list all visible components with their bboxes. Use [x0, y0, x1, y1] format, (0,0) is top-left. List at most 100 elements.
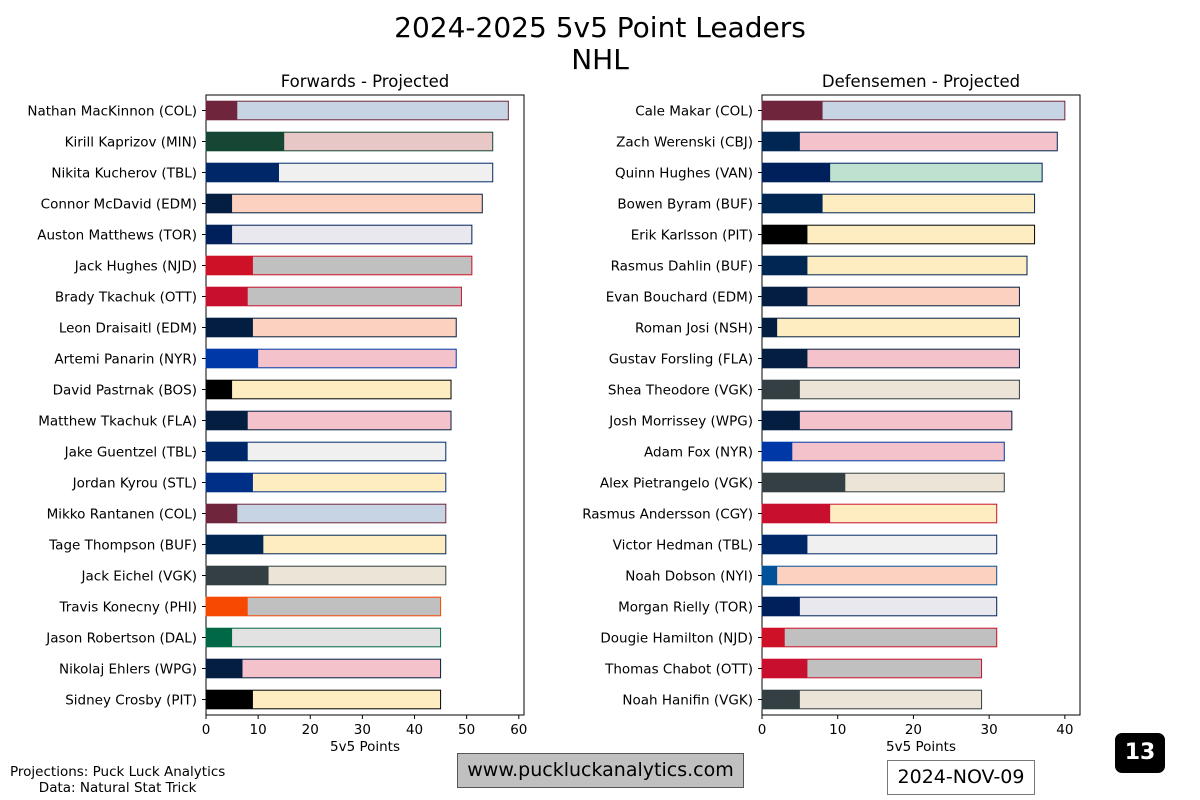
defense-y-tick-label: Quinn Hughes (VAN) [615, 166, 753, 182]
defense-bar-projected [761, 131, 1058, 152]
forwards-y-tick-label: Jason Robertson (DAL) [45, 631, 197, 647]
defense-bar-current [762, 411, 800, 430]
defense-y-tick-label: Victor Hedman (TBL) [613, 538, 753, 554]
defense-bar-current [762, 690, 800, 709]
defense-y-tick-label: Erik Karlsson (PIT) [631, 228, 753, 244]
defense-bar-current [762, 504, 831, 523]
defense-bar-projected [761, 441, 1005, 462]
forwards-bar-current [206, 349, 259, 368]
defense-bar-projected [761, 379, 1020, 400]
defense-x-axis-label: 5v5 Points [886, 739, 956, 755]
forwards-y-tick-label: Jordan Kyrou (STL) [72, 476, 197, 492]
defense-bar-current [762, 318, 778, 337]
forwards-y-tick-label: Jake Guentzel (TBL) [64, 445, 197, 461]
forwards-bar-current [206, 566, 269, 585]
defense-bar-current [762, 163, 831, 182]
defense-y-tick-label: Rasmus Andersson (CGY) [582, 507, 753, 523]
forwards-y-tick-label: Auston Matthews (TOR) [37, 228, 197, 244]
forwards-bar-current [206, 163, 279, 182]
forwards-bar-current [206, 132, 285, 151]
forwards-bar-projected [205, 503, 447, 524]
forwards-y-tick-label: Matthew Tkachuk (FLA) [38, 414, 197, 430]
forwards-bar-projected [205, 100, 509, 121]
forwards-x-tick-label: 30 [354, 722, 371, 738]
defense-y-tick-label: Dougie Hamilton (NJD) [600, 631, 753, 647]
defense-bar-current [762, 225, 808, 244]
forwards-bar-current [206, 225, 233, 244]
defense-y-tick-label: Thomas Chabot (OTT) [604, 662, 753, 678]
defense-chart-title: Defensemen - Projected [822, 72, 1020, 91]
forwards-y-tick-label: Kirill Kaprizov (MIN) [65, 135, 197, 151]
forwards-y-tick-label: David Pastrnak (BOS) [53, 383, 197, 399]
page-number-badge: 13 [1115, 733, 1165, 773]
defense-y-tick-label: Cale Makar (COL) [635, 104, 753, 120]
defense-x-tick-label: 10 [829, 722, 846, 738]
forwards-chart-title: Forwards - Projected [281, 72, 449, 91]
defense-y-tick-label: Josh Morrissey (WPG) [608, 414, 753, 430]
defense-axes-frame [761, 94, 1081, 716]
forwards-bar-current [206, 535, 264, 554]
credits-projections: Projections: Puck Luck Analytics [10, 764, 226, 780]
forwards-bar-current [206, 101, 238, 120]
forwards-y-tick-label: Tage Thompson (BUF) [48, 538, 197, 554]
defense-y-tick-label: Noah Dobson (NYI) [625, 569, 753, 585]
defense-bar-current [762, 442, 793, 461]
forwards-y-tick-label: Travis Konecny (PHI) [58, 600, 197, 616]
forwards-bar-projected [205, 379, 452, 400]
defense-bar-current [762, 473, 846, 492]
forwards-y-tick-label: Sidney Crosby (PIT) [65, 693, 197, 709]
defense-x-tick-label: 20 [905, 722, 922, 738]
defense-y-tick-label: Bowen Byram (BUF) [617, 197, 753, 213]
forwards-y-tick-label: Nathan MacKinnon (COL) [27, 104, 197, 120]
forwards-y-tick-label: Artemi Panarin (NYR) [54, 352, 197, 368]
defense-bar-current [762, 287, 808, 306]
forwards-y-tick-label: Jack Hughes (NJD) [74, 259, 197, 275]
forwards-x-tick-label: 50 [458, 722, 475, 738]
forwards-bar-current [206, 442, 248, 461]
defense-y-tick-label: Gustav Forsling (FLA) [609, 352, 753, 368]
defense-x-tick-label: 0 [758, 722, 767, 738]
defense-bar-current [762, 101, 823, 120]
forwards-x-tick-label: 20 [302, 722, 319, 738]
forwards-x-tick-label: 40 [406, 722, 423, 738]
forwards-bar-current [206, 256, 253, 275]
defense-bar-current [762, 380, 800, 399]
defense-y-tick-label: Zach Werenski (CBJ) [616, 135, 753, 151]
defense-y-tick-label: Shea Theodore (VGK) [608, 383, 753, 399]
credits-data-source: Data: Natural Stat Trick [38, 780, 197, 796]
forwards-bar-projected [205, 224, 473, 245]
forwards-y-tick-label: Jack Eichel (VGK) [81, 569, 197, 585]
forwards-y-tick-label: Leon Draisaitl (EDM) [59, 321, 197, 337]
forwards-x-tick-label: 0 [202, 722, 211, 738]
defense-bar-current [762, 566, 778, 585]
defense-bar-current [762, 132, 800, 151]
defense-bar-current [762, 535, 808, 554]
forwards-bar-current [206, 597, 248, 616]
defense-bar-current [762, 659, 808, 678]
forwards-x-tick-label: 10 [250, 722, 267, 738]
forwards-bar-current [206, 473, 253, 492]
defense-x-tick-label: 30 [981, 722, 998, 738]
website-label: www.puckluckanalytics.com [457, 753, 744, 788]
forwards-bar-current [206, 659, 243, 678]
defense-y-tick-label: Alex Pietrangelo (VGK) [600, 476, 753, 492]
forwards-y-tick-label: Brady Tkachuk (OTT) [55, 290, 197, 306]
defense-bar-current [762, 349, 808, 368]
defense-bar-projected [761, 317, 1020, 338]
forwards-bar-current [206, 504, 238, 523]
forwards-axes-frame [205, 94, 525, 716]
defense-y-tick-label: Adam Fox (NYR) [644, 445, 753, 461]
forwards-y-tick-label: Mikko Rantanen (COL) [47, 507, 197, 523]
defense-y-tick-label: Roman Josi (NSH) [635, 321, 753, 337]
forwards-bar-current [206, 318, 253, 337]
defense-bar-current [762, 194, 823, 213]
defense-y-tick-label: Morgan Rielly (TOR) [618, 600, 753, 616]
forwards-bar-current [206, 194, 233, 213]
page-subtitle: NHL [571, 43, 629, 76]
forwards-y-tick-label: Connor McDavid (EDM) [41, 197, 197, 213]
forwards-bar-current [206, 628, 233, 647]
forwards-bar-current [206, 411, 248, 430]
defense-bar-current [762, 256, 808, 275]
defense-x-tick-label: 40 [1056, 722, 1073, 738]
forwards-bar-current [206, 690, 253, 709]
